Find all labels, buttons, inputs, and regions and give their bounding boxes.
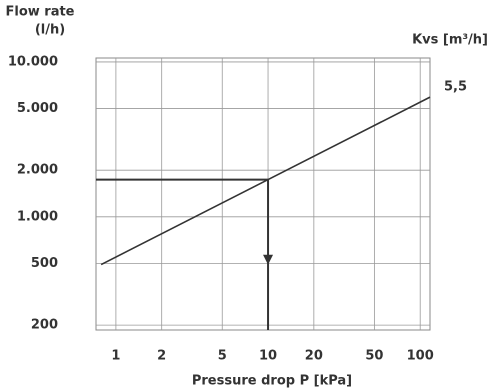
- series-title: Kvs [m³/h]: [412, 33, 488, 48]
- x-tick-label: 10: [259, 349, 277, 364]
- y-tick-label: 2.000: [17, 163, 58, 178]
- x-tick-label: 1: [111, 349, 120, 364]
- y-tick-label: 10.000: [8, 54, 58, 69]
- x-axis-label: Pressure drop P [kPa]: [192, 374, 352, 389]
- plot-frame: [95, 57, 431, 331]
- y-tick-label: 1.000: [17, 209, 58, 224]
- y-tick-label: 500: [31, 256, 58, 271]
- x-tick-label: 2: [157, 349, 166, 364]
- x-tick-label: 20: [305, 349, 323, 364]
- reading-arrow: [263, 254, 274, 265]
- series-label: 5,5: [444, 80, 467, 95]
- y-axis-label: Flow rate: [5, 5, 74, 20]
- kvs-line: [100, 96, 431, 266]
- y-axis-label: (l/h): [35, 23, 65, 38]
- x-tick-label: 5: [218, 349, 227, 364]
- x-tick-label: 50: [365, 349, 383, 364]
- y-tick-label: 200: [31, 318, 58, 333]
- x-tick-label: 100: [407, 349, 434, 364]
- y-tick-label: 5.000: [17, 101, 58, 116]
